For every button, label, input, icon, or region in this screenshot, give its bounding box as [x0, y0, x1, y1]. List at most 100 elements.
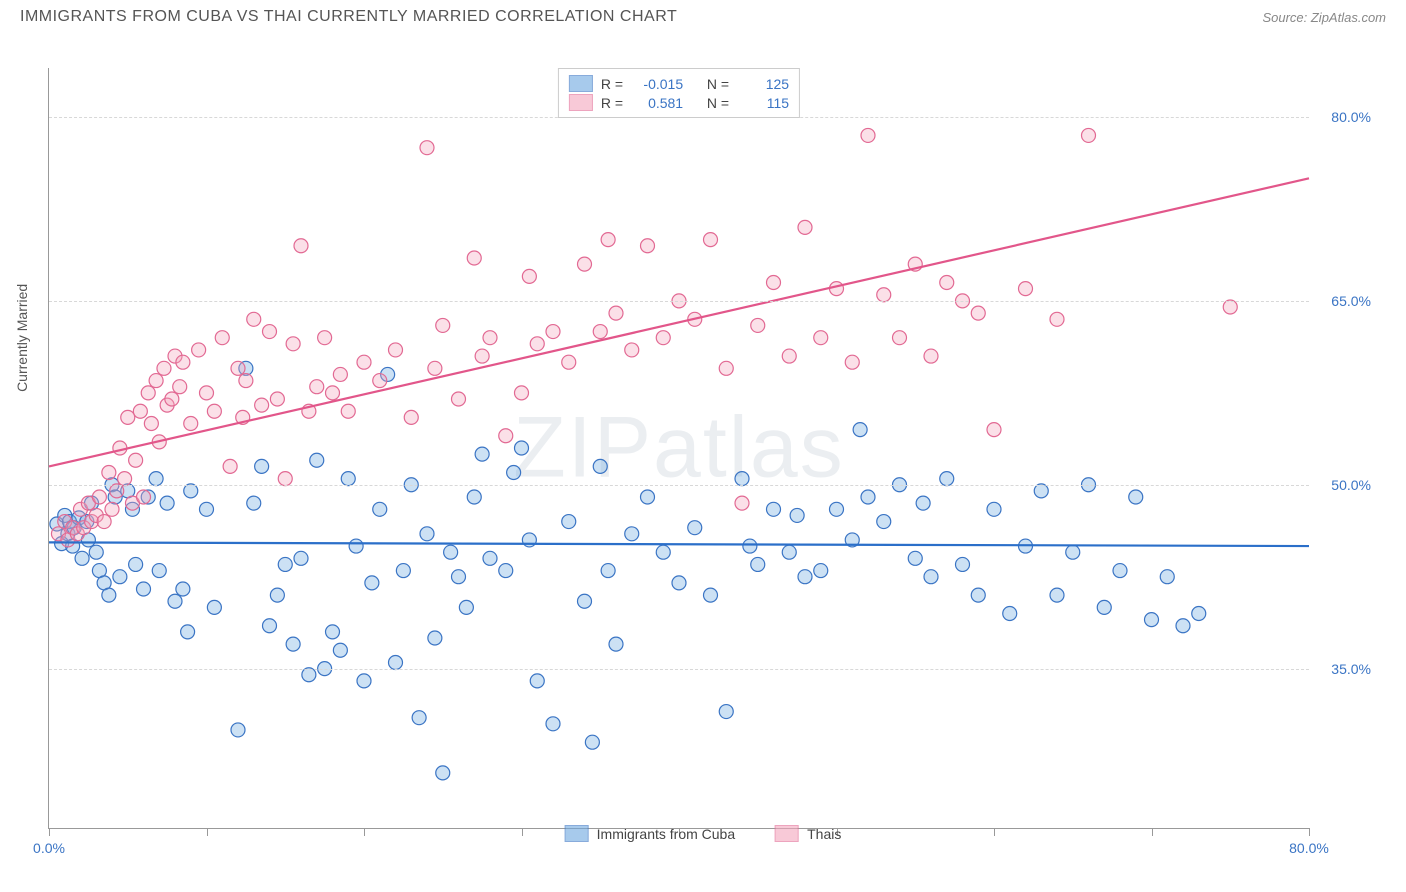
data-point [830, 502, 844, 516]
data-point [625, 343, 639, 357]
data-point [767, 502, 781, 516]
data-point [133, 404, 147, 418]
data-point [247, 312, 261, 326]
data-point [499, 564, 513, 578]
data-point [625, 527, 639, 541]
data-point [1176, 619, 1190, 633]
data-point [585, 735, 599, 749]
data-point [641, 490, 655, 504]
scatter-svg [49, 68, 1309, 828]
legend-row-thai: R = 0.581 N = 115 [569, 94, 789, 111]
data-point [601, 233, 615, 247]
data-point [97, 515, 111, 529]
n-value-cuba: 125 [737, 76, 789, 92]
data-point [118, 472, 132, 486]
data-point [255, 398, 269, 412]
data-point [688, 521, 702, 535]
data-point [444, 545, 458, 559]
data-point [562, 515, 576, 529]
y-tick-label: 35.0% [1331, 661, 1371, 677]
data-point [1145, 613, 1159, 627]
legend-swatch-cuba-icon [565, 825, 589, 842]
data-point [207, 404, 221, 418]
x-tick [49, 828, 50, 836]
n-label: N = [707, 76, 729, 92]
data-point [436, 766, 450, 780]
data-point [814, 331, 828, 345]
data-point [105, 502, 119, 516]
data-point [814, 564, 828, 578]
data-point [263, 325, 277, 339]
data-point [609, 637, 623, 651]
legend-swatch-thai [569, 94, 593, 111]
y-tick-label: 50.0% [1331, 477, 1371, 493]
data-point [302, 668, 316, 682]
gridline-h [49, 485, 1309, 486]
legend-row-cuba: R = -0.015 N = 125 [569, 75, 789, 92]
data-point [223, 459, 237, 473]
data-point [853, 423, 867, 437]
data-point [310, 453, 324, 467]
data-point [176, 582, 190, 596]
data-point [908, 551, 922, 565]
data-point [1223, 300, 1237, 314]
data-point [578, 257, 592, 271]
x-tick [994, 828, 995, 836]
data-point [389, 656, 403, 670]
data-point [137, 490, 151, 504]
data-point [389, 343, 403, 357]
r-value-thai: 0.581 [631, 95, 683, 111]
n-label: N = [707, 95, 729, 111]
x-tick [364, 828, 365, 836]
data-point [428, 631, 442, 645]
data-point [1066, 545, 1080, 559]
data-point [987, 423, 1001, 437]
gridline-h [49, 301, 1309, 302]
data-point [181, 625, 195, 639]
data-point [231, 723, 245, 737]
data-point [475, 349, 489, 363]
data-point [341, 404, 355, 418]
data-point [318, 331, 332, 345]
x-tick [1309, 828, 1310, 836]
data-point [1050, 312, 1064, 326]
data-point [144, 416, 158, 430]
data-point [1192, 606, 1206, 620]
data-point [165, 392, 179, 406]
data-point [357, 355, 371, 369]
data-point [255, 459, 269, 473]
data-point [373, 502, 387, 516]
data-point [483, 551, 497, 565]
data-point [459, 600, 473, 614]
data-point [735, 496, 749, 510]
data-point [656, 331, 670, 345]
data-point [672, 576, 686, 590]
data-point [515, 386, 529, 400]
legend-label-thai: Thais [807, 826, 841, 842]
data-point [365, 576, 379, 590]
data-point [1034, 484, 1048, 498]
data-point [286, 637, 300, 651]
data-point [971, 588, 985, 602]
data-point [129, 557, 143, 571]
data-point [609, 306, 623, 320]
data-point [861, 128, 875, 142]
data-point [157, 361, 171, 375]
data-point [102, 466, 116, 480]
data-point [294, 239, 308, 253]
data-point [916, 496, 930, 510]
data-point [396, 564, 410, 578]
correlation-legend: R = -0.015 N = 125 R = 0.581 N = 115 [558, 68, 800, 118]
data-point [192, 343, 206, 357]
data-point [412, 711, 426, 725]
data-point [578, 594, 592, 608]
data-point [92, 490, 106, 504]
data-point [121, 410, 135, 424]
data-point [956, 557, 970, 571]
y-tick-label: 80.0% [1331, 109, 1371, 125]
data-point [1160, 570, 1174, 584]
regression-line [49, 542, 1309, 546]
legend-label-cuba: Immigrants from Cuba [597, 826, 735, 842]
data-point [861, 490, 875, 504]
data-point [546, 717, 560, 731]
